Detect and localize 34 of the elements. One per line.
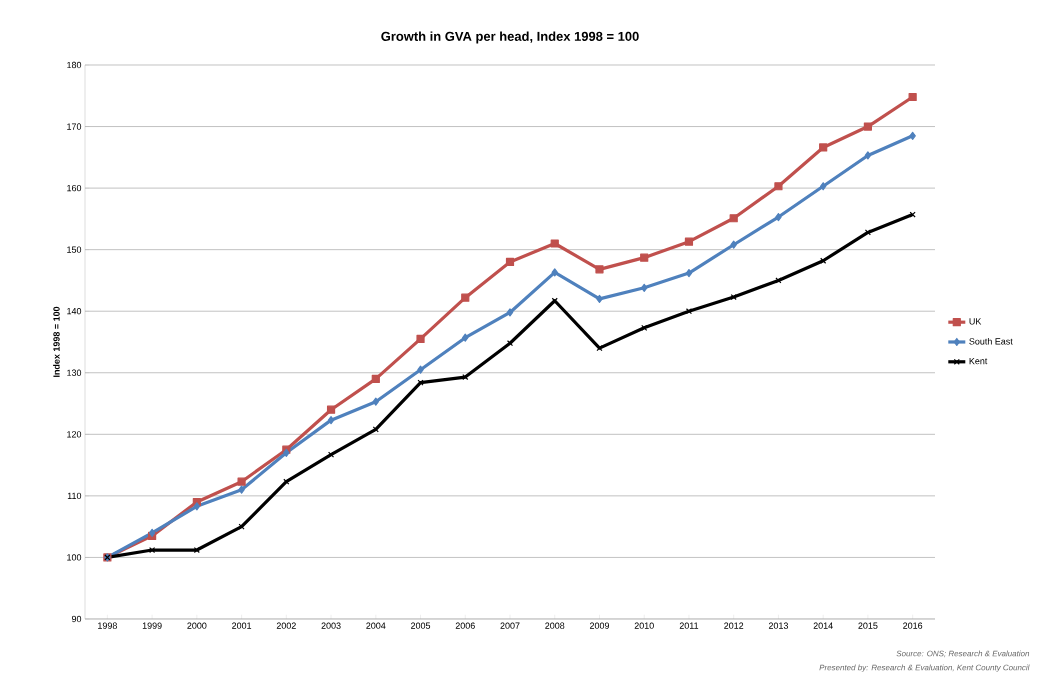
y-tick-label: 140 xyxy=(67,308,82,315)
y-tick-label: 100 xyxy=(67,554,82,561)
x-tick-label: 2016 xyxy=(903,622,923,629)
x-tick-label: 2013 xyxy=(768,622,789,629)
y-tick-label: 110 xyxy=(67,492,82,500)
y-tick-label: 150 xyxy=(67,246,82,253)
x-tick-label: 2010 xyxy=(634,622,654,629)
x-tick-label: 2009 xyxy=(589,622,610,629)
legend-label: South East xyxy=(969,337,1013,345)
x-tick-label: 2000 xyxy=(187,622,207,629)
x-tick-label: 2005 xyxy=(411,622,431,629)
y-tick-label: 170 xyxy=(67,123,82,130)
y-tick-label: 130 xyxy=(67,369,82,376)
legend-label: UK xyxy=(969,318,982,325)
x-tick-label: 2006 xyxy=(455,622,475,629)
x-tick-label: 2008 xyxy=(545,622,565,629)
y-tick-label: 160 xyxy=(67,184,82,192)
y-tick-label: 90 xyxy=(71,615,82,623)
x-tick-label: 2003 xyxy=(321,622,341,629)
x-tick-label: 2001 xyxy=(232,622,252,629)
y-tick-label: 180 xyxy=(67,61,82,69)
chart-title: Growth in GVA per head, Index 1998 = 100 xyxy=(381,31,639,44)
x-tick-label: 2004 xyxy=(366,622,386,629)
x-tick-label: 2014 xyxy=(813,622,833,629)
x-tick-label: 1998 xyxy=(98,622,117,629)
x-tick-label: 2002 xyxy=(276,622,296,629)
x-tick-label: 2011 xyxy=(679,622,699,629)
legend-label: Kent xyxy=(969,357,988,365)
x-tick-label: 2015 xyxy=(858,622,878,629)
x-tick-label: 1999 xyxy=(142,622,162,629)
y-tick-label: 120 xyxy=(67,431,82,438)
x-tick-label: 2007 xyxy=(500,622,520,629)
x-tick-label: 2012 xyxy=(724,622,744,629)
y-axis-title: Index 1998 = 100 xyxy=(53,306,60,377)
